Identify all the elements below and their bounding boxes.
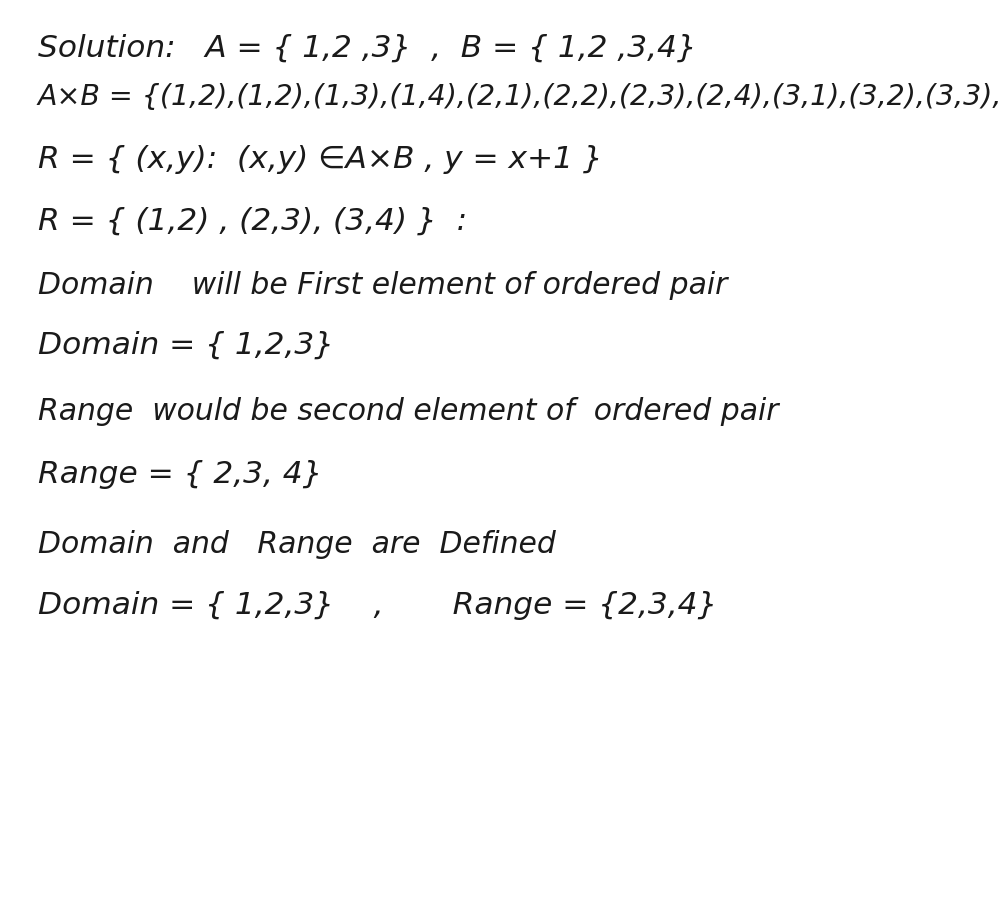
Text: Domain = { 1,2,3}: Domain = { 1,2,3} [38,330,334,359]
Text: Domain = { 1,2,3}    ,       Range = {2,3,4}: Domain = { 1,2,3} , Range = {2,3,4} [38,591,717,620]
Text: Domain    will be First element of ordered pair: Domain will be First element of ordered … [38,271,727,300]
Text: A×B = {(1,2),(1,2),(1,3),(1,4),(2,1),(2,2),(2,3),(2,4),(3,1),(3,2),(3,3),(3,4)}: A×B = {(1,2),(1,2),(1,3),(1,4),(2,1),(2,… [38,83,1000,110]
Text: R = { (1,2) , (2,3), (3,4) }  :: R = { (1,2) , (2,3), (3,4) } : [38,207,467,235]
Text: Solution:   A = { 1,2 ,3}  ,  B = { 1,2 ,3,4}: Solution: A = { 1,2 ,3} , B = { 1,2 ,3,4… [38,34,697,63]
Text: R = { (x,y):  (x,y) ∈A×B , y = x+1 }: R = { (x,y): (x,y) ∈A×B , y = x+1 } [38,145,603,174]
Text: Range = { 2,3, 4}: Range = { 2,3, 4} [38,460,322,489]
Text: Domain  and   Range  are  Defined: Domain and Range are Defined [38,530,556,559]
Text: Range  would be second element of  ordered pair: Range would be second element of ordered… [38,397,778,426]
